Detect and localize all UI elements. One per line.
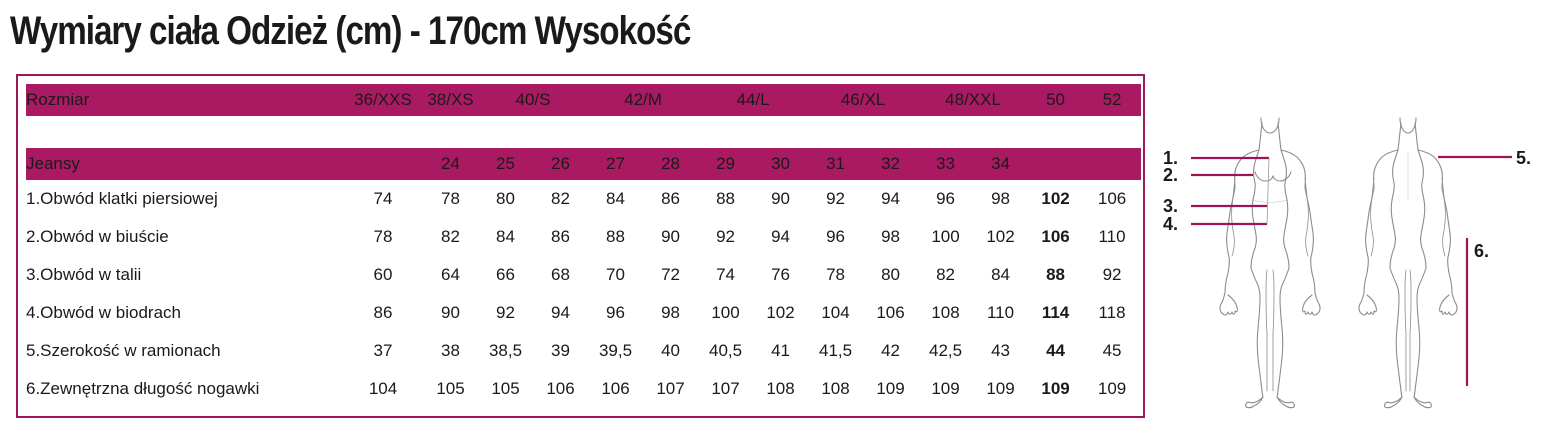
- svg-text:6.: 6.: [1474, 241, 1489, 261]
- svg-text:5.: 5.: [1516, 148, 1531, 168]
- svg-text:2.: 2.: [1163, 165, 1178, 185]
- svg-text:4.: 4.: [1163, 214, 1178, 234]
- svg-text:3.: 3.: [1163, 196, 1178, 216]
